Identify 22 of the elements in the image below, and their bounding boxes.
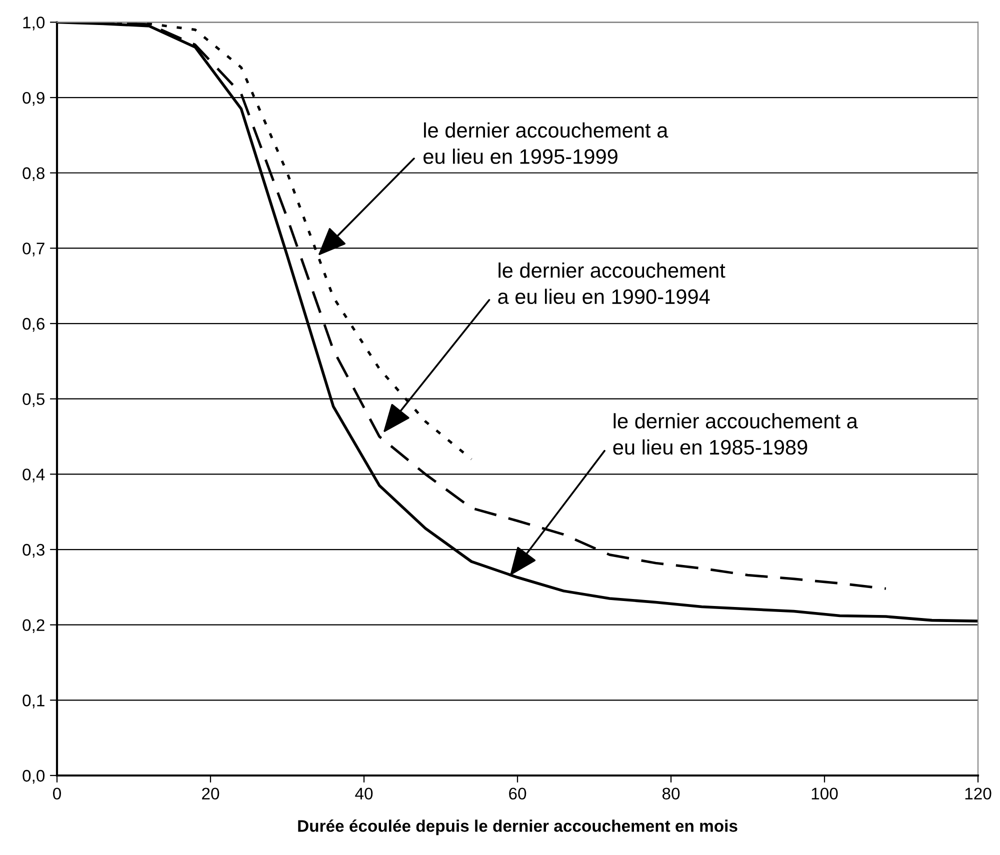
y-tick-label: 1,0 [23, 16, 45, 30]
x-tick-label: 40 [355, 788, 373, 800]
x-tick-label: 120 [965, 788, 992, 800]
y-tick-label: 0,2 [22, 619, 44, 634]
y-tick-label: 0,3 [22, 544, 44, 558]
x-tick-label: 80 [662, 788, 680, 800]
annotation: le dernier accouchement a eu lieu en 1990-1994 [498, 262, 726, 304]
x-tick-label: 20 [202, 788, 220, 800]
y-tick-label: 0,8 [22, 167, 44, 182]
y-tick-label: 0,9 [22, 92, 44, 106]
y-tick-label: 0,7 [22, 242, 44, 256]
y-tick-label: 0,1 [22, 694, 44, 708]
x-tick-label: 0 [53, 788, 61, 800]
y-tick-label: 0,5 [22, 393, 44, 408]
x-tick-label: 60 [509, 788, 526, 800]
y-tick-label: 0,6 [22, 318, 44, 332]
x-axis-title: Durée écoulée depuis le dernier accouchement en mois [298, 819, 738, 836]
y-tick-label: 0,4 [22, 468, 45, 482]
x-tick-label: 100 [812, 788, 838, 800]
annotation: le dernier accouchement a eu lieu en 1995-1999 [424, 122, 668, 164]
y-tick-label: 0,0 [22, 770, 45, 784]
annotation: le dernier accouchement a eu lieu en 1985-1989 [613, 413, 858, 455]
